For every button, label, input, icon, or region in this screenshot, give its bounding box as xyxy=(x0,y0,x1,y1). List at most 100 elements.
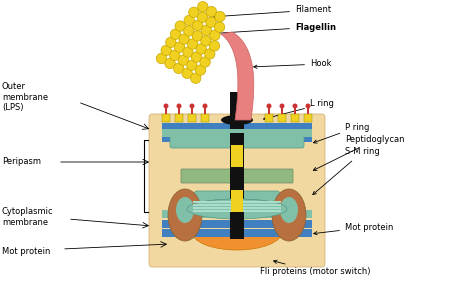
Circle shape xyxy=(210,30,220,40)
Bar xyxy=(162,133,312,142)
Ellipse shape xyxy=(280,197,298,223)
Bar xyxy=(307,108,309,114)
Bar xyxy=(268,108,270,114)
Bar xyxy=(193,201,281,203)
Bar xyxy=(162,210,312,218)
Bar xyxy=(178,108,180,114)
Bar xyxy=(193,207,281,209)
Circle shape xyxy=(173,63,184,74)
Ellipse shape xyxy=(187,199,287,219)
Bar xyxy=(162,220,312,228)
Bar xyxy=(231,190,243,212)
Circle shape xyxy=(200,57,210,67)
Bar xyxy=(191,108,193,114)
Bar xyxy=(193,204,281,206)
Circle shape xyxy=(190,103,194,109)
Bar xyxy=(281,108,283,114)
Ellipse shape xyxy=(187,199,287,219)
Bar xyxy=(193,207,281,209)
Circle shape xyxy=(176,103,182,109)
Bar xyxy=(265,114,273,122)
Bar xyxy=(175,114,183,122)
Circle shape xyxy=(306,103,310,109)
Circle shape xyxy=(280,103,284,109)
Text: Filament: Filament xyxy=(214,6,331,18)
Circle shape xyxy=(187,60,197,70)
Circle shape xyxy=(191,52,202,62)
Text: Fli proteins (motor switch): Fli proteins (motor switch) xyxy=(260,260,371,276)
Circle shape xyxy=(182,68,192,78)
Text: L ring: L ring xyxy=(264,100,334,120)
Bar xyxy=(230,92,244,237)
Text: P ring: P ring xyxy=(313,122,369,143)
Bar xyxy=(304,114,312,122)
Circle shape xyxy=(195,65,206,75)
Bar xyxy=(193,210,281,212)
Circle shape xyxy=(161,45,172,56)
Ellipse shape xyxy=(192,214,282,250)
Circle shape xyxy=(165,58,175,69)
Bar xyxy=(294,108,296,114)
Circle shape xyxy=(178,55,189,65)
Circle shape xyxy=(266,103,272,109)
Circle shape xyxy=(174,42,185,52)
Text: Peripasm: Peripasm xyxy=(2,158,41,166)
Circle shape xyxy=(183,26,194,36)
Bar xyxy=(231,145,243,167)
Bar xyxy=(162,229,312,237)
Text: Mot protein: Mot protein xyxy=(2,248,50,257)
Bar xyxy=(162,229,312,237)
Text: S-M ring: S-M ring xyxy=(313,147,380,195)
Circle shape xyxy=(170,50,180,61)
Bar xyxy=(230,133,244,147)
Ellipse shape xyxy=(168,189,202,241)
Polygon shape xyxy=(221,32,254,120)
Bar xyxy=(201,114,209,122)
Circle shape xyxy=(164,103,168,109)
Circle shape xyxy=(214,22,225,32)
Circle shape xyxy=(209,41,219,51)
Bar xyxy=(278,114,286,122)
Bar xyxy=(193,201,281,203)
Circle shape xyxy=(170,29,181,39)
Circle shape xyxy=(179,34,189,44)
Circle shape xyxy=(202,103,208,109)
Circle shape xyxy=(192,31,202,41)
Circle shape xyxy=(191,73,201,83)
FancyBboxPatch shape xyxy=(149,114,325,267)
Circle shape xyxy=(201,25,211,36)
Bar xyxy=(162,123,312,132)
Circle shape xyxy=(183,47,193,57)
Circle shape xyxy=(175,21,185,31)
Circle shape xyxy=(206,6,217,17)
FancyBboxPatch shape xyxy=(181,169,293,183)
Bar xyxy=(193,210,281,212)
Circle shape xyxy=(201,36,211,46)
Bar xyxy=(162,220,312,228)
Circle shape xyxy=(206,17,216,27)
Circle shape xyxy=(184,15,194,26)
Circle shape xyxy=(215,11,225,22)
Bar xyxy=(188,114,196,122)
Bar xyxy=(162,210,312,218)
Text: Mot protein: Mot protein xyxy=(314,222,393,235)
Bar xyxy=(204,108,206,114)
Text: Flagellin: Flagellin xyxy=(209,23,336,35)
Bar xyxy=(187,212,287,232)
Ellipse shape xyxy=(176,197,194,223)
FancyBboxPatch shape xyxy=(194,191,280,213)
Bar xyxy=(230,212,244,239)
Text: Outer
membrane
(LPS): Outer membrane (LPS) xyxy=(2,82,48,112)
Circle shape xyxy=(197,12,208,23)
Ellipse shape xyxy=(272,189,306,241)
Bar xyxy=(231,192,243,212)
Text: Hook: Hook xyxy=(254,60,331,69)
Circle shape xyxy=(156,53,167,64)
Circle shape xyxy=(196,44,206,54)
Bar xyxy=(230,192,244,212)
Circle shape xyxy=(192,20,203,30)
Circle shape xyxy=(198,1,208,12)
Circle shape xyxy=(166,37,176,47)
Circle shape xyxy=(292,103,298,109)
FancyBboxPatch shape xyxy=(170,134,304,148)
